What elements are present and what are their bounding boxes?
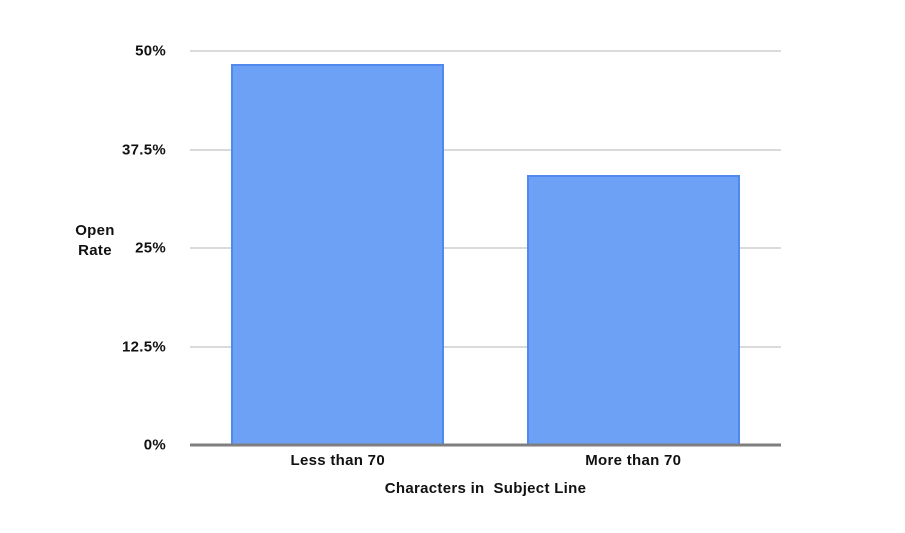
y-tick-label: 50% — [135, 42, 166, 60]
x-axis-categories: Less than 70 More than 70 — [190, 452, 781, 469]
x-axis-line — [190, 443, 781, 447]
bar-less-than-70 — [231, 63, 445, 445]
y-tick-label: 37.5% — [121, 141, 166, 158]
gridline — [190, 345, 781, 348]
plot-area — [190, 50, 781, 447]
gridline — [190, 50, 781, 52]
bar-more-than-70 — [526, 174, 740, 445]
x-axis-title: Characters in Subject Line — [384, 480, 587, 497]
x-category-label: Less than 70 — [290, 452, 385, 469]
gridline — [190, 247, 781, 249]
y-tick-label: 0% — [143, 436, 166, 454]
x-category-label: More than 70 — [585, 452, 682, 469]
y-tick-label: 12.5% — [121, 338, 166, 355]
y-axis-title: Open Rate — [75, 222, 115, 259]
gridline — [190, 148, 781, 151]
y-axis-ticks: 0% 12.5% 25% 37.5% 50% — [0, 43, 166, 454]
y-tick-label: 25% — [135, 239, 166, 257]
